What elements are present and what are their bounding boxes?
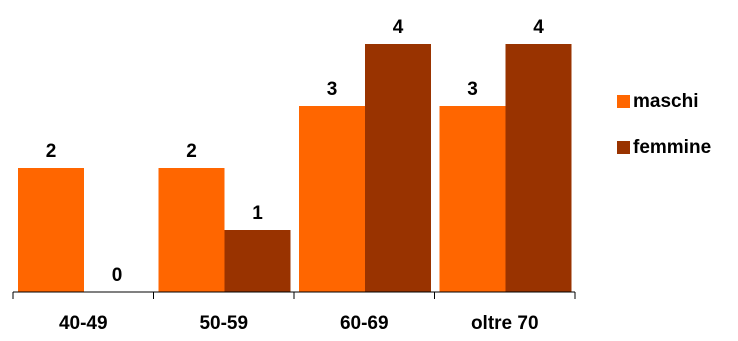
bar-femmine-50-59	[224, 230, 291, 292]
data-label-maschi-50-59: 2	[186, 141, 197, 162]
data-label-femmine-40-49: 0	[112, 265, 123, 286]
data-label-maschi-oltre-70: 3	[467, 79, 478, 100]
x-axis: 40-49 50-59 60-69 oltre 70	[12, 291, 576, 334]
bar-maschi-60-69	[299, 106, 365, 292]
x-tick-label-60-69: 60-69	[340, 313, 389, 334]
bar-maschi-40-49	[18, 168, 84, 292]
bar-femmine-oltre-70	[505, 44, 572, 292]
data-label-maschi-60-69: 3	[327, 79, 338, 100]
data-label-femmine-60-69: 4	[393, 17, 404, 38]
legend-label-maschi: maschi	[633, 91, 698, 112]
legend-swatch-femmine	[617, 141, 630, 154]
x-tick-label-oltre-70: oltre 70	[471, 313, 539, 334]
bar-femmine-60-69	[365, 44, 431, 292]
data-label-femmine-oltre-70: 4	[533, 17, 544, 38]
bars-group: 2 0 2 1 3 4 3 4	[18, 17, 572, 292]
x-tick-label-40-49: 40-49	[59, 313, 108, 334]
data-label-femmine-50-59: 1	[252, 203, 263, 224]
data-label-maschi-40-49: 2	[46, 141, 57, 162]
legend: maschi femmine	[617, 91, 711, 158]
x-tick-label-50-59: 50-59	[199, 313, 248, 334]
legend-swatch-maschi	[617, 95, 630, 108]
legend-label-femmine: femmine	[633, 137, 711, 158]
bar-maschi-50-59	[158, 168, 225, 292]
bar-maschi-oltre-70	[439, 106, 506, 292]
